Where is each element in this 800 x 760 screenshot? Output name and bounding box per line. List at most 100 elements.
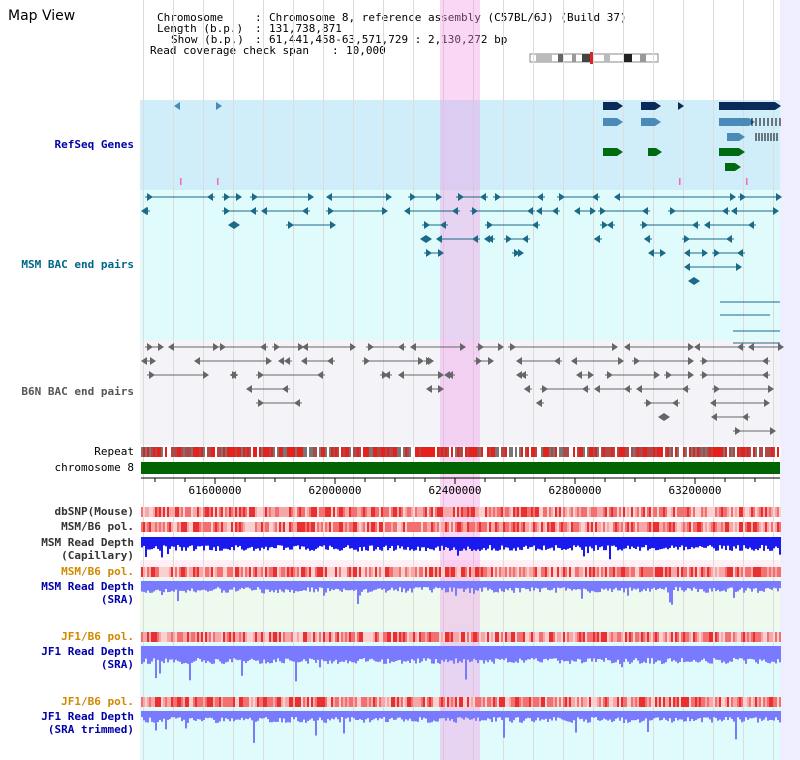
jf1-depth-trim-bar bbox=[325, 711, 327, 723]
polymorphism-cell bbox=[457, 632, 459, 642]
msm-depth-capillary-bar bbox=[539, 537, 541, 550]
polymorphism-cell bbox=[145, 507, 147, 517]
polymorphism-cell bbox=[165, 697, 167, 707]
b6n-bac-end bbox=[694, 343, 700, 351]
repeat-cell bbox=[517, 447, 519, 457]
polymorphism-cell bbox=[379, 522, 381, 532]
polymorphism-cell bbox=[217, 567, 219, 577]
b6n-bac-end bbox=[327, 357, 333, 365]
msm-depth-sra-bar bbox=[669, 581, 671, 603]
msm-depth-sra-bar bbox=[351, 581, 353, 590]
jf1-depth-sra-bar bbox=[149, 646, 151, 664]
jf1-depth-sra-bar bbox=[735, 646, 737, 660]
polymorphism-cell bbox=[681, 697, 683, 707]
jf1-depth-trim-bar bbox=[667, 711, 669, 722]
polymorphism-cell bbox=[227, 632, 229, 642]
polymorphism-cell bbox=[439, 632, 441, 642]
msm-depth-sra-bar bbox=[659, 581, 661, 589]
repeat-cell bbox=[281, 447, 283, 457]
jf1-depth-sra-bar bbox=[267, 646, 269, 663]
polymorphism-cell bbox=[175, 507, 177, 517]
repeat-cell bbox=[165, 447, 167, 457]
track-label-refseq[interactable]: RefSeq Genes bbox=[54, 138, 134, 151]
msm-depth-capillary-bar bbox=[737, 537, 739, 546]
b6n-bac-end bbox=[141, 357, 147, 365]
polymorphism-cell bbox=[439, 567, 441, 577]
polymorphism-cell bbox=[457, 507, 459, 517]
polymorphism-cell bbox=[463, 522, 465, 532]
polymorphism-cell bbox=[455, 507, 457, 517]
jf1-depth-sra-bar bbox=[561, 646, 563, 661]
polymorphism-cell bbox=[335, 632, 337, 642]
chromosome-ideogram[interactable] bbox=[528, 52, 662, 64]
polymorphism-cell bbox=[211, 507, 213, 517]
repeat-cell bbox=[419, 447, 421, 457]
polymorphism-cell bbox=[653, 507, 655, 517]
polymorphism-cell bbox=[155, 632, 157, 642]
polymorphism-cell bbox=[373, 522, 375, 532]
msm-depth-capillary-bar bbox=[491, 537, 493, 551]
msm-depth-capillary-bar bbox=[535, 537, 537, 551]
polymorphism-cell bbox=[607, 632, 609, 642]
polymorphism-cell bbox=[539, 507, 541, 517]
repeat-cell bbox=[239, 447, 241, 457]
polymorphism-cell bbox=[539, 697, 541, 707]
msm-depth-sra-bar bbox=[689, 581, 691, 589]
msm-depth-capillary-bar bbox=[235, 537, 237, 546]
repeat-cell bbox=[343, 447, 345, 457]
repeat-cell bbox=[345, 447, 347, 457]
repeat-cell bbox=[219, 447, 221, 457]
polymorphism-cell bbox=[425, 632, 427, 642]
polymorphism-cell bbox=[219, 697, 221, 707]
repeat-cell bbox=[663, 447, 665, 457]
jf1-depth-trim-bar bbox=[757, 711, 759, 723]
repeat-cell bbox=[697, 447, 699, 457]
polymorphism-cell bbox=[161, 567, 163, 577]
polymorphism-cell bbox=[301, 567, 303, 577]
polymorphism-cell bbox=[169, 632, 171, 642]
polymorphism-cell bbox=[577, 697, 579, 707]
jf1-depth-trim-bar bbox=[751, 711, 753, 719]
msm-depth-capillary-bar bbox=[311, 537, 313, 550]
polymorphism-cell bbox=[195, 632, 197, 642]
track-label-b6n-bac[interactable]: B6N BAC end pairs bbox=[21, 385, 134, 398]
gene-block bbox=[641, 118, 655, 126]
repeat-cell bbox=[303, 447, 305, 457]
jf1-depth-sra-bar bbox=[367, 646, 369, 662]
jf1-depth-trim-bar bbox=[461, 711, 463, 719]
repeat-cell bbox=[429, 447, 431, 457]
msm-depth-capillary-bar bbox=[671, 537, 673, 546]
jf1-depth-trim-bar bbox=[415, 711, 417, 722]
polymorphism-cell bbox=[603, 567, 605, 577]
jf1-depth-sra-bar bbox=[555, 646, 557, 659]
repeat-cell bbox=[193, 447, 195, 457]
msm-depth-sra-bar bbox=[685, 581, 687, 591]
repeat-cell bbox=[519, 447, 521, 457]
jf1-depth-trim-bar bbox=[501, 711, 503, 720]
polymorphism-cell bbox=[185, 507, 187, 517]
polymorphism-cell bbox=[429, 632, 431, 642]
jf1-depth-sra-bar bbox=[719, 646, 721, 661]
msm-depth-sra-bar bbox=[515, 581, 517, 588]
polymorphism-cell bbox=[459, 567, 461, 577]
jf1-depth-sra-bar bbox=[701, 646, 703, 661]
polymorphism-cell bbox=[605, 567, 607, 577]
msm-depth-sra-bar bbox=[729, 581, 731, 588]
repeat-cell bbox=[593, 447, 595, 457]
polymorphism-cell bbox=[271, 632, 273, 642]
msm-depth-capillary-bar bbox=[739, 537, 741, 551]
polymorphism-cell bbox=[391, 697, 393, 707]
msm-depth-capillary-bar bbox=[747, 537, 749, 550]
msm-depth-capillary-bar bbox=[357, 537, 359, 552]
msm-depth-capillary-bar bbox=[351, 537, 353, 549]
polymorphism-cell bbox=[347, 522, 349, 532]
jf1-depth-sra-bar bbox=[625, 646, 627, 659]
polymorphism-cell bbox=[611, 697, 613, 707]
polymorphism-cell bbox=[493, 522, 495, 532]
msm-depth-capillary-bar bbox=[313, 537, 315, 551]
jf1-depth-sra-bar bbox=[657, 646, 659, 661]
repeat-cell bbox=[457, 447, 459, 457]
polymorphism-cell bbox=[723, 507, 725, 517]
track-label-msm-bac[interactable]: MSM BAC end pairs bbox=[21, 258, 134, 271]
